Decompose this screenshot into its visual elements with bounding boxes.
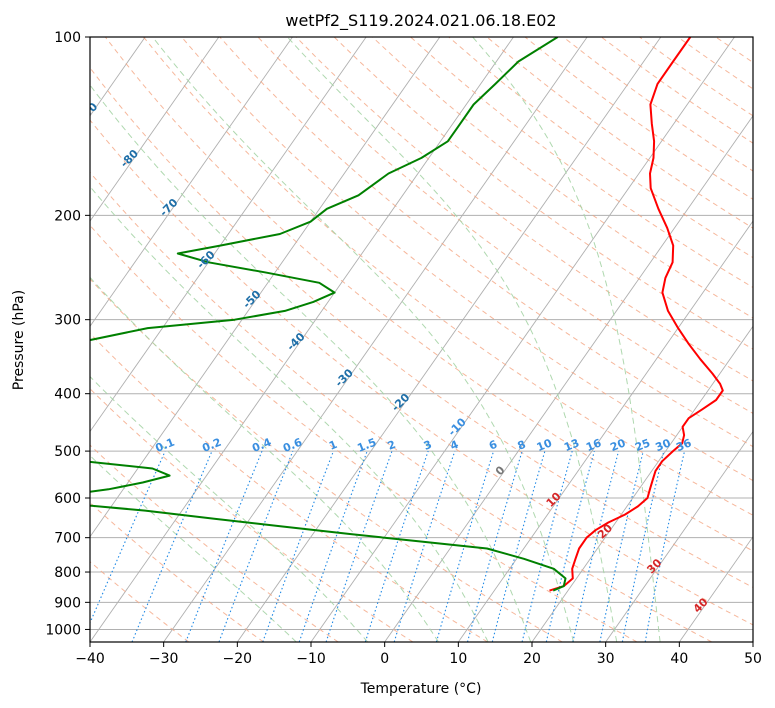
- mixing-ratio-line: [435, 450, 495, 642]
- dry-adiabat-line: [90, 67, 753, 588]
- mixing-ratio-label: 20: [608, 436, 627, 454]
- mixing-ratio-label: 10: [535, 436, 554, 454]
- dry-adiabat-line: [143, 37, 753, 516]
- isotherm-label: -100: [38, 44, 67, 73]
- isotherm-line: [457, 220, 753, 642]
- mixing-ratio-label: 25: [633, 436, 652, 454]
- isotherm-line: [90, 37, 367, 433]
- mixing-ratio-label: 30: [654, 436, 673, 454]
- isotherm-line: [678, 535, 753, 642]
- moist-adiabat-line: [152, 37, 575, 642]
- dry-adiabat-line: [90, 171, 712, 642]
- moist-adiabat-line: [90, 185, 489, 642]
- mixing-ratio-label: 3: [422, 438, 434, 453]
- y-tick-label: 400: [54, 387, 81, 403]
- mixing-ratio-label: 13: [562, 436, 581, 454]
- y-tick-label: 700: [54, 531, 81, 547]
- isotherm-line: [90, 37, 514, 642]
- dry-adiabat-line: [90, 560, 190, 642]
- dry-adiabat-line: [181, 37, 753, 482]
- isotherm-line: [384, 115, 753, 642]
- y-tick-label: 1000: [45, 622, 81, 638]
- mixing-ratio-label: 8: [516, 438, 528, 453]
- mixing-ratio-line: [262, 450, 334, 642]
- y-tick-label: 900: [54, 595, 81, 611]
- dry-adiabat-line: [90, 332, 488, 642]
- plot-area: [90, 37, 753, 642]
- temperature-series-line: [549, 37, 724, 592]
- mixing-ratio-line: [572, 450, 620, 642]
- y-tick-label: 100: [54, 30, 81, 46]
- dewpoint-series-line: [90, 37, 567, 592]
- y-tick-label: 600: [54, 491, 81, 507]
- plot-frame: [89, 36, 754, 643]
- isotherm-line: [90, 37, 441, 538]
- mixing-ratio-label: 1: [327, 438, 339, 453]
- dry-adiabat-line: [90, 224, 638, 642]
- moist-adiabat-line: [472, 37, 661, 642]
- mixing-ratio-line: [545, 450, 595, 642]
- x-axis-label: Temperature (°C): [360, 681, 482, 697]
- mixing-ratio-label: 16: [584, 436, 603, 454]
- y-tick-label: 500: [54, 444, 81, 460]
- dry-adiabat-line: [295, 37, 753, 382]
- mixing-ratio-line: [131, 450, 213, 642]
- mixing-ratio-line: [298, 450, 368, 642]
- isotherm-line: [90, 37, 293, 328]
- y-tick-label: 200: [54, 208, 81, 224]
- mixing-ratio-line: [364, 450, 429, 642]
- moist-adiabat-line: [90, 276, 439, 642]
- x-tick-label: 20: [523, 651, 541, 667]
- mixing-ratio-line: [185, 450, 263, 642]
- x-tick-label: 40: [670, 651, 688, 667]
- dry-adiabat-line: [90, 278, 563, 642]
- x-tick-label: 10: [449, 651, 467, 667]
- dry-adiabat-line: [90, 119, 753, 626]
- mixing-ratio-line: [90, 450, 166, 625]
- x-tick-label: −20: [223, 651, 253, 667]
- moist-adiabat-line: [90, 375, 369, 642]
- mixing-ratio-line: [218, 450, 294, 642]
- isotherm-line: [531, 325, 753, 642]
- x-tick-label: −10: [296, 651, 326, 667]
- mixing-ratio-line: [325, 450, 393, 642]
- dry-adiabat-line: [219, 37, 753, 448]
- isotherm-line: [605, 430, 753, 642]
- isotherm-line: [752, 641, 753, 642]
- x-tick-label: −30: [149, 651, 179, 667]
- dry-adiabat-line: [90, 388, 414, 642]
- chart-title: wetPf2_S119.2024.021.06.18.E02: [285, 11, 556, 31]
- moist-adiabat-line: [90, 84, 532, 642]
- x-tick-label: 30: [597, 651, 615, 667]
- mixing-ratio-line: [491, 450, 546, 642]
- mixing-ratio-line: [466, 450, 523, 642]
- moist-adiabat-line: [287, 37, 618, 642]
- isotherm-line: [163, 37, 588, 642]
- y-axis-label: Pressure (hPa): [11, 290, 27, 390]
- mixing-ratio-line: [599, 450, 644, 642]
- x-tick-label: 50: [744, 651, 762, 667]
- x-tick-label: 0: [380, 651, 389, 667]
- mixing-ratio-line: [393, 450, 456, 642]
- dry-adiabat-line: [372, 37, 753, 319]
- mixing-ratio-label: 36: [674, 436, 693, 454]
- dry-adiabat-line: [104, 37, 753, 552]
- isotherm-line: [236, 37, 662, 642]
- mixing-ratio-label: 2: [386, 438, 398, 453]
- isotherm-label: -90: [77, 100, 100, 123]
- x-tick-label: −40: [75, 651, 105, 667]
- y-tick-label: 300: [54, 313, 81, 329]
- y-tick-label: 800: [54, 565, 81, 581]
- isotherm-line: [90, 37, 220, 222]
